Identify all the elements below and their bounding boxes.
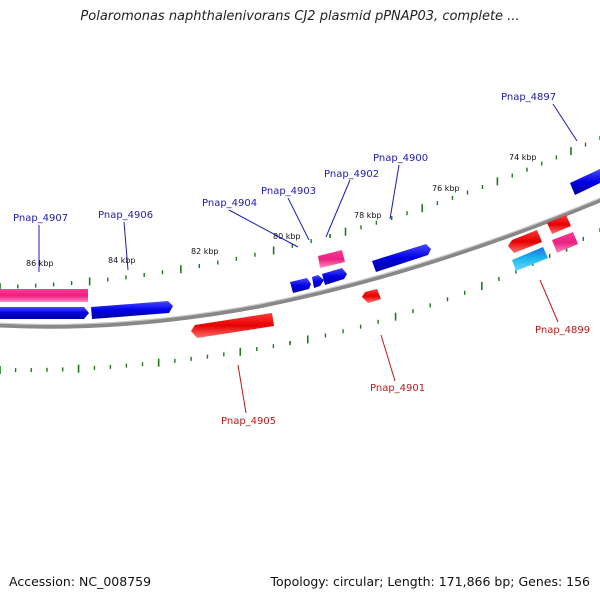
- gene-4904[interactable]: [290, 278, 311, 293]
- label-pnap-4901: Pnap_4901: [370, 383, 425, 394]
- accession-label: Accession: NC_008759: [9, 574, 152, 589]
- scale-label-86kbp: 86 kbp: [26, 259, 54, 268]
- gene-4899[interactable]: [508, 230, 542, 253]
- map-title: Polaromonas naphthalenivorans CJ2 plasmi…: [80, 9, 520, 24]
- plasmid-backbone: [0, 197, 600, 329]
- gene-4899-cyan[interactable]: [512, 247, 548, 271]
- label-pnap-4902: Pnap_4902: [324, 169, 379, 180]
- inner-scale-ticks: [0, 228, 600, 374]
- label-pnap-4903: Pnap_4903: [261, 186, 316, 197]
- label-pnap-4904: Pnap_4904: [202, 198, 257, 209]
- gene-track-forward: [0, 169, 600, 319]
- gene-4902[interactable]: [318, 250, 345, 268]
- gene-4903b[interactable]: [322, 268, 347, 285]
- label-pnap-4900: Pnap_4900: [373, 153, 428, 164]
- label-pnap-4906: Pnap_4906: [98, 210, 153, 221]
- scale-label-74kbp: 74 kbp: [509, 153, 537, 162]
- scale-label-78kbp: 78 kbp: [354, 211, 382, 220]
- gene-4899b[interactable]: [552, 232, 578, 253]
- scale-label-82kbp: 82 kbp: [191, 247, 219, 256]
- gene-4905[interactable]: [191, 313, 274, 338]
- gene-track-reverse: [191, 230, 548, 338]
- gene-4906[interactable]: [91, 301, 173, 319]
- plasmid-backbone-highlight: [0, 197, 600, 326]
- gene-4903[interactable]: [312, 275, 324, 288]
- label-pnap-4897: Pnap_4897: [501, 92, 556, 103]
- scale-label-84kbp: 84 kbp: [108, 256, 136, 265]
- gene-4907[interactable]: [0, 289, 88, 302]
- gene-4900[interactable]: [372, 244, 431, 272]
- label-leaders: [38, 103, 578, 414]
- outer-scale-ticks: [0, 136, 600, 291]
- label-pnap-4907: Pnap_4907: [13, 213, 68, 224]
- gene-4898[interactable]: [570, 169, 600, 195]
- gene-4901[interactable]: [362, 289, 381, 303]
- label-pnap-4899: Pnap_4899: [535, 325, 590, 336]
- gene-4899c[interactable]: [547, 215, 571, 234]
- gene-4907-blue[interactable]: [0, 307, 89, 319]
- label-pnap-4905: Pnap_4905: [221, 416, 276, 427]
- topology-summary: Topology: circular; Length: 171,866 bp; …: [270, 574, 591, 589]
- scale-label-80kbp: 80 kbp: [273, 232, 301, 241]
- scale-label-76kbp: 76 kbp: [432, 184, 460, 193]
